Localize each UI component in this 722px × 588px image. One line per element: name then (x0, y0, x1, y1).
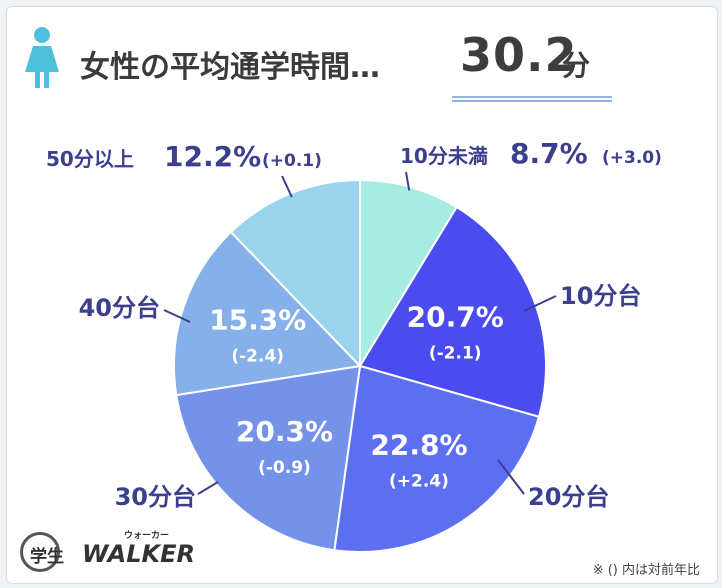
pie-slice-1 (358, 205, 547, 419)
value-label-0: 8.7% (510, 137, 588, 170)
average-value: 30.2 (460, 28, 578, 82)
change-label-0: (+3.0) (602, 148, 662, 168)
leader-line-3 (197, 481, 219, 495)
leader-line-0 (405, 171, 411, 191)
change-label-2: (+2.4) (389, 471, 449, 491)
pie-slice-3 (175, 364, 362, 552)
logo-ring (20, 532, 60, 572)
leader-line-2 (497, 459, 525, 495)
pie-slice-0 (359, 178, 459, 370)
logo-brand: WALKER (82, 540, 195, 568)
leader-line-5 (281, 175, 293, 198)
logo-kana: ウォーカー (124, 531, 170, 541)
category-label-2: 20分台 (528, 483, 609, 511)
leader-line-4 (163, 309, 191, 323)
title-row: 女性の平均通学時間… 30.2 分 (20, 26, 620, 102)
category-label-0: 10分未満 (400, 144, 488, 168)
gakusei-walker-logo: 学生 WALKER ウォーカー (20, 528, 195, 578)
female-person-icon (25, 27, 59, 88)
title-underline (452, 96, 612, 104)
change-label-5: (+0.1) (262, 151, 322, 171)
category-label-1: 10分台 (560, 282, 641, 310)
logo-kanji: 学生 (30, 547, 64, 567)
leader-line-1 (523, 295, 557, 312)
value-label-5: 12.2% (164, 140, 261, 173)
change-label-3: (-0.9) (258, 458, 311, 478)
chart-title: 女性の平均通学時間… (80, 50, 380, 85)
pie-slice-4 (173, 230, 363, 397)
category-label-3: 30分台 (115, 483, 196, 511)
value-label-2: 22.8% (370, 428, 467, 461)
value-label-3: 20.3% (236, 415, 333, 448)
pie-slice-2 (333, 364, 541, 553)
average-unit: 分 (562, 49, 591, 82)
value-label-1: 20.7% (407, 301, 504, 334)
footnote: ※ () 内は対前年比 (592, 563, 700, 578)
category-label-5: 50分以上 (46, 147, 134, 171)
change-label-1: (-2.1) (429, 344, 482, 364)
value-label-4: 15.3% (209, 304, 306, 337)
category-label-4: 40分台 (79, 294, 160, 322)
change-label-4: (-2.4) (231, 347, 284, 367)
